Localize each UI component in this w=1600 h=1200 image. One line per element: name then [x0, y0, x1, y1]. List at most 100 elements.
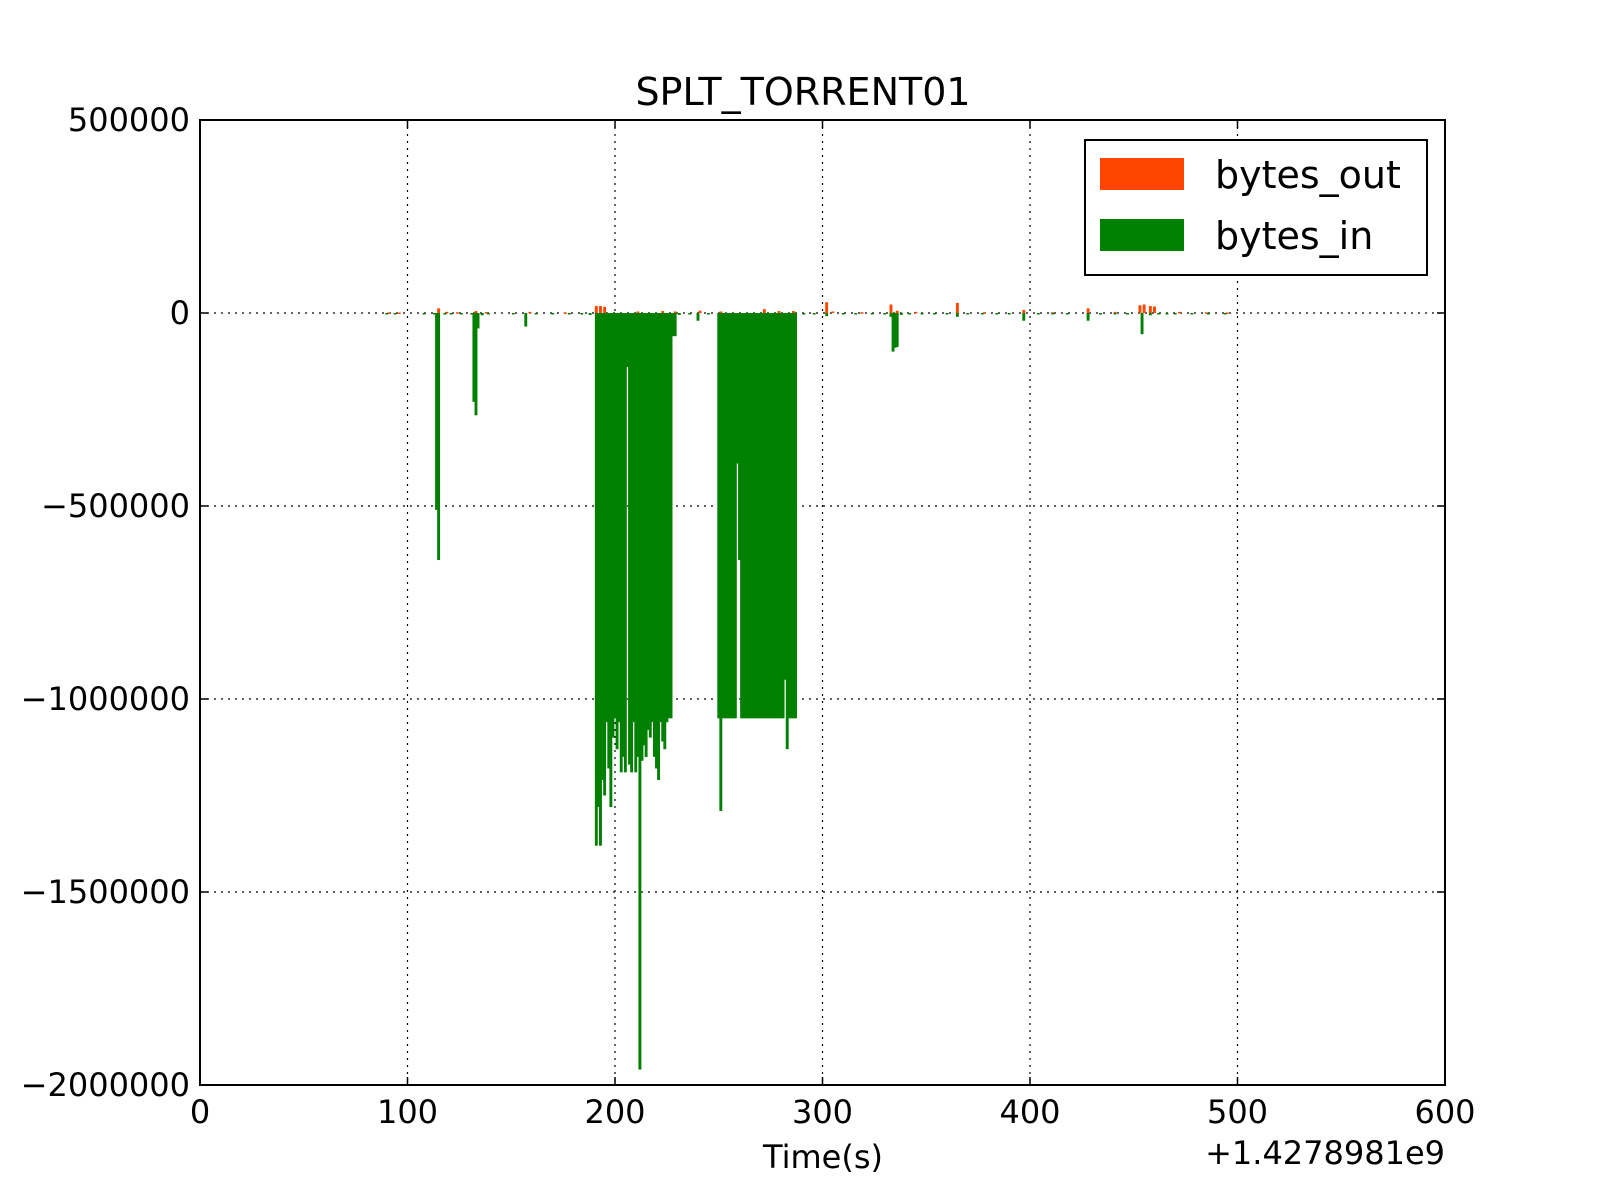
legend: bytes_out bytes_in — [1084, 139, 1428, 276]
bar-bytes-in — [889, 313, 893, 317]
bar-bytes-in — [723, 313, 727, 719]
bar-bytes-in — [644, 313, 648, 757]
bar-bytes-in — [588, 313, 592, 315]
bar-bytes-out — [445, 311, 449, 314]
bar-bytes-in — [688, 313, 692, 315]
x-offset-label: +1.4278981e9 — [1205, 1134, 1445, 1172]
bar-bytes-in — [609, 313, 613, 808]
bar-bytes-in — [625, 313, 629, 368]
bar-bytes-out — [1204, 312, 1208, 314]
bar-bytes-in — [802, 313, 806, 315]
bar-bytes-in — [603, 313, 607, 796]
bar-bytes-out — [474, 311, 478, 313]
bar-bytes-out — [762, 309, 766, 313]
bar-bytes-in — [385, 313, 389, 315]
grid-lines — [200, 120, 1445, 1085]
x-tick-label: 600 — [1414, 1093, 1475, 1131]
legend-label-bytes-out: bytes_out — [1215, 153, 1401, 197]
bar-bytes-in — [891, 313, 895, 352]
bar-bytes-out — [455, 312, 459, 314]
bar-bytes-in — [1165, 313, 1169, 315]
bar-bytes-in — [580, 313, 584, 315]
plot-frame — [199, 119, 1446, 1086]
bar-bytes-in — [812, 313, 816, 315]
bar-bytes-in — [762, 313, 766, 719]
bar-bytes-in — [758, 313, 762, 719]
bar-bytes-in — [719, 313, 723, 811]
bar-bytes-in — [634, 313, 638, 773]
bar-bytes-in — [459, 313, 463, 315]
bar-bytes-in — [733, 313, 737, 719]
bar-bytes-in — [893, 313, 897, 348]
bar-bytes-in — [980, 313, 984, 315]
bar-bytes-in — [727, 313, 731, 719]
bar-bytes-in — [650, 313, 654, 723]
bar-bytes-in — [470, 313, 474, 315]
bar-bytes-in — [769, 313, 773, 719]
bar-bytes-in — [725, 313, 729, 719]
bar-bytes-in — [908, 313, 912, 315]
bar-bytes-in — [605, 313, 609, 723]
legend-swatch-bytes-in — [1100, 219, 1184, 251]
bar-bytes-out — [437, 308, 441, 313]
bar-bytes-out — [698, 310, 702, 313]
bar-bytes-in — [1157, 313, 1161, 315]
bar-bytes-in — [721, 313, 725, 719]
bar-bytes-in — [933, 313, 937, 315]
bar-bytes-out — [825, 302, 829, 313]
bar-bytes-in — [825, 313, 829, 317]
bar-bytes-out — [982, 312, 986, 314]
bar-bytes-in — [663, 313, 667, 750]
bar-bytes-in — [773, 313, 777, 719]
bar-bytes-out — [1177, 311, 1181, 314]
bar-bytes-in — [756, 313, 760, 719]
bar-bytes-out — [1051, 312, 1055, 314]
bar-bytes-in — [449, 313, 453, 315]
bar-bytes-in — [596, 313, 600, 808]
bar-bytes-in — [551, 313, 555, 315]
bar-bytes-in — [777, 313, 781, 719]
bar-bytes-in — [738, 313, 741, 561]
bar-bytes-in — [480, 313, 484, 316]
bar-bytes-in — [767, 313, 771, 719]
bar-bytes-in — [854, 313, 858, 315]
bar-bytes-out — [1138, 305, 1142, 313]
bar-bytes-in — [657, 313, 661, 781]
bar-bytes-in — [628, 313, 631, 765]
bar-bytes-in — [870, 313, 874, 315]
bar-bytes-in — [435, 313, 439, 510]
bar-bytes-in — [765, 313, 768, 719]
bar-bytes-in — [740, 313, 744, 719]
bar-bytes-in — [615, 313, 619, 750]
bar-bytes-in — [594, 313, 598, 846]
bar-bytes-out — [599, 306, 602, 313]
bar-bytes-in — [669, 313, 673, 719]
y-tick-label: −1500000 — [21, 873, 190, 911]
bar-bytes-out — [889, 304, 893, 313]
bar-bytes-in — [1022, 313, 1026, 321]
legend-swatch-bytes-out — [1100, 158, 1184, 190]
bar-bytes-in — [883, 313, 887, 315]
bar-bytes-in — [671, 313, 675, 337]
bar-bytes-in — [779, 313, 783, 719]
bar-bytes-in — [422, 313, 426, 315]
bar-bytes-in — [731, 313, 735, 719]
bar-bytes-in — [472, 313, 476, 402]
bar-bytes-in — [652, 313, 656, 757]
bar-bytes-out — [860, 312, 864, 314]
bar-bytes-in — [667, 313, 671, 719]
bar-bytes-out — [661, 311, 665, 313]
bar-bytes-in — [752, 313, 756, 719]
bar-bytes-in — [729, 313, 733, 719]
bar-bytes-in — [1223, 313, 1227, 315]
bar-bytes-out — [777, 311, 781, 313]
bar-bytes-in — [789, 313, 793, 719]
bar-bytes-out — [673, 311, 677, 313]
x-tick-label: 400 — [999, 1093, 1060, 1131]
legend-label-bytes-in: bytes_in — [1215, 214, 1373, 258]
bar-bytes-in — [617, 313, 621, 723]
bar-bytes-in — [646, 313, 650, 730]
bar-bytes-in — [648, 313, 652, 738]
bar-bytes-in — [607, 313, 611, 769]
bar-bytes-in — [746, 313, 750, 719]
